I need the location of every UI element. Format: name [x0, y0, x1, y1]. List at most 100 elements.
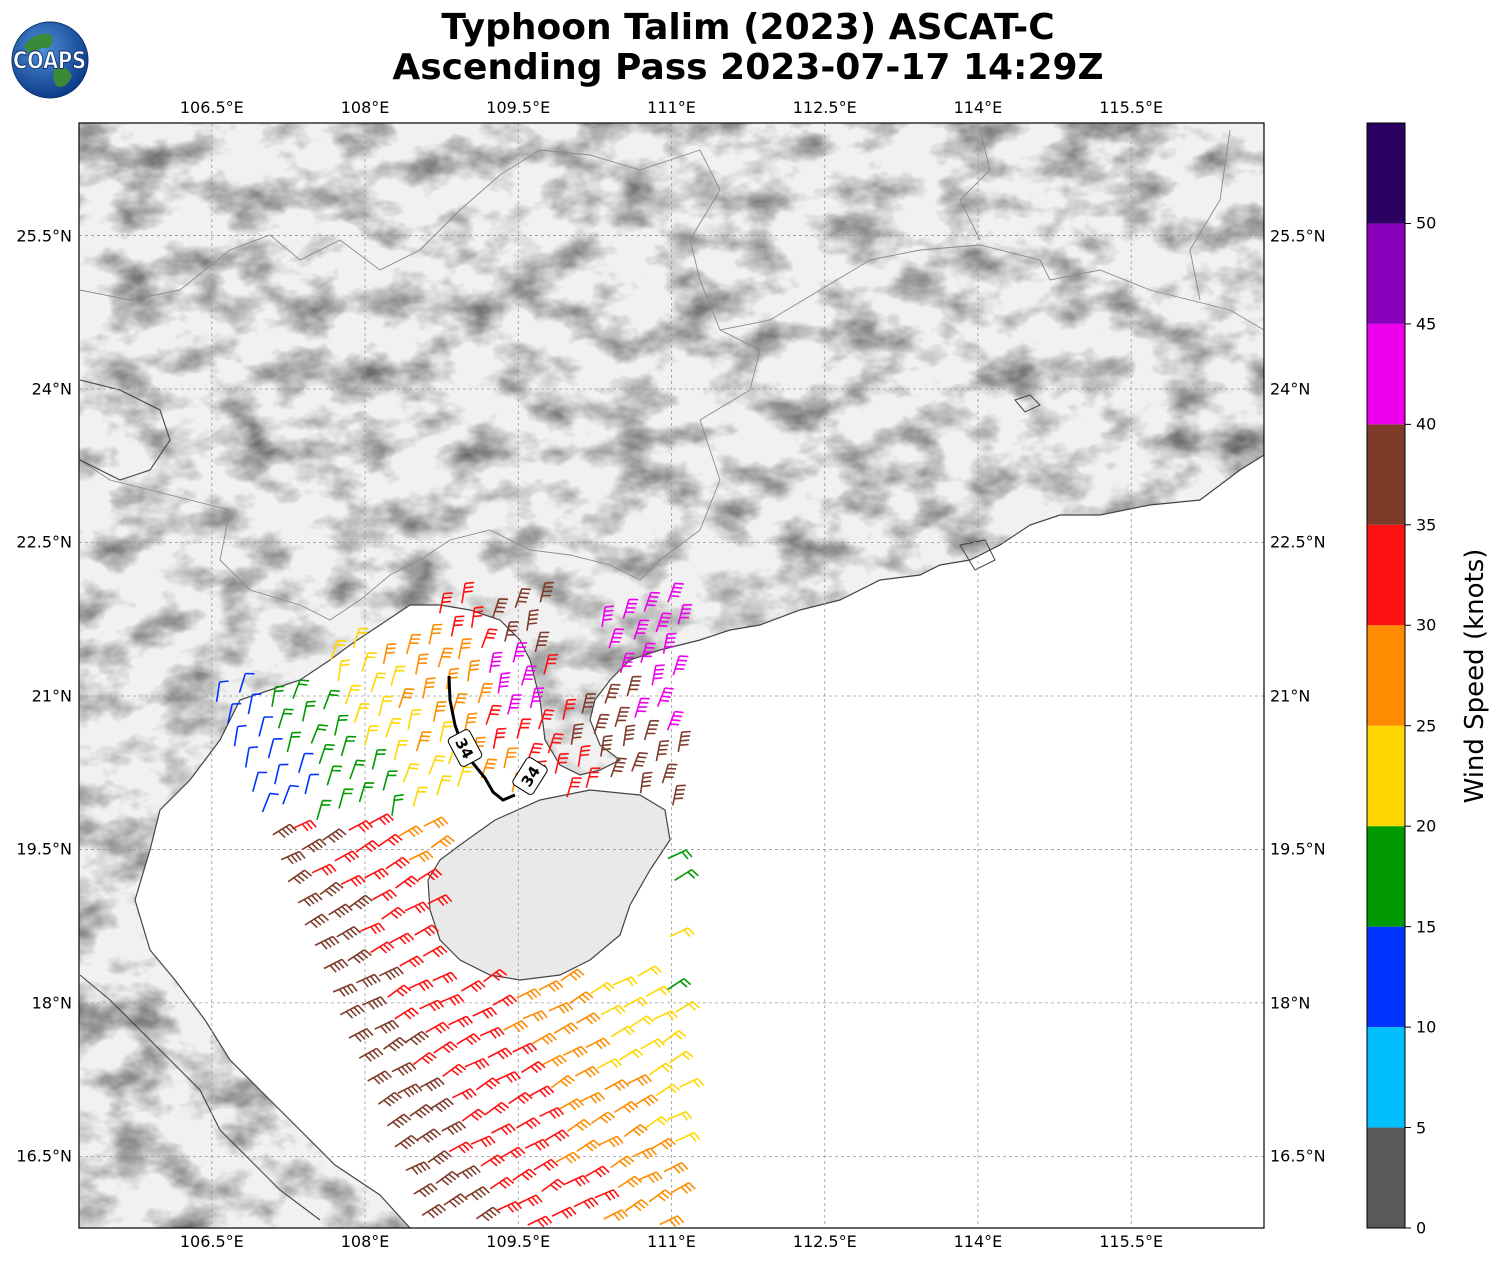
wind-barb [516, 988, 542, 1001]
wind-barb [227, 702, 242, 724]
wind-barb [322, 828, 347, 843]
wind-barb [432, 701, 447, 723]
wind-barb [539, 581, 555, 603]
lon-tick-bottom: 108°E [340, 1232, 390, 1251]
wind-barb [456, 1033, 481, 1046]
wind-barb [631, 752, 648, 772]
wind-barb [472, 1006, 498, 1019]
wind-barb [460, 980, 486, 993]
wind-barb [497, 1200, 523, 1213]
wind-barb [286, 731, 302, 753]
wind-barb [593, 713, 610, 734]
wind-barb [659, 1215, 685, 1228]
wind-barb [272, 823, 297, 838]
wind-barb [304, 913, 329, 929]
wind-barb [526, 609, 539, 631]
wind-barb [594, 1189, 620, 1201]
wind-barb [362, 996, 387, 1010]
wind-barb [413, 1183, 438, 1198]
wind-barb [433, 1041, 458, 1054]
wind-barb [604, 1079, 630, 1092]
lat-tick-right: 16.5°N [1270, 1146, 1326, 1166]
wind-barb [339, 1004, 365, 1019]
wind-barb [634, 697, 650, 718]
wind-barb [398, 688, 415, 709]
wind-barb [475, 1077, 501, 1091]
wind-barb [544, 1129, 570, 1142]
colorbar-tick-label: 30 [1416, 615, 1437, 635]
wind-barb [355, 973, 381, 988]
wind-barb [516, 718, 532, 739]
wind-barb [347, 949, 372, 964]
wind-barb [527, 1215, 553, 1228]
wind-barb [560, 968, 585, 982]
lon-tick-top: 114°E [953, 98, 1003, 117]
wind-barb [451, 1088, 477, 1101]
wind-barb [503, 747, 518, 769]
colorbar-bin [1367, 424, 1405, 525]
wind-barb [520, 665, 537, 686]
wind-barb [405, 1161, 431, 1175]
wind-barb [464, 1058, 490, 1070]
wind-barb [319, 881, 344, 897]
wind-barb [383, 1036, 408, 1052]
wind-barb [435, 1170, 460, 1186]
wind-barb [428, 755, 446, 775]
wind-barb [522, 1010, 548, 1022]
wind-barb [395, 875, 420, 889]
colorbar [1367, 123, 1411, 1229]
border-line [959, 129, 1231, 301]
wind-barb [538, 980, 564, 993]
wind-barb [385, 717, 402, 738]
wind-barb [674, 869, 699, 881]
wind-barb [415, 731, 432, 752]
wind-barbs [215, 581, 705, 1228]
wind-barb [645, 985, 671, 997]
wind-barb [287, 869, 313, 885]
wind-barb [566, 777, 582, 798]
wind-barb [559, 1098, 585, 1111]
wind-barb [624, 1199, 649, 1212]
wind-barb [371, 749, 387, 770]
wind-barb [622, 598, 639, 619]
border-line [79, 379, 171, 481]
wind-barb [543, 654, 559, 675]
wind-barb [430, 835, 455, 849]
wind-barb [666, 710, 684, 731]
wind-barb [554, 753, 569, 774]
wind-barb [391, 794, 404, 816]
lat-tick-left: 22.5°N [16, 532, 72, 552]
wind-barb [491, 1123, 516, 1136]
wind-barb [291, 819, 317, 832]
wind-barb [672, 655, 689, 676]
wind-barb [461, 581, 475, 604]
wind-barb [667, 1110, 693, 1121]
hainan-island [427, 789, 671, 981]
wind-barb [618, 1048, 644, 1061]
border-line [79, 149, 1264, 331]
wind-barb [574, 1065, 600, 1078]
wind-barb [399, 955, 425, 968]
wind-barb [427, 1150, 452, 1165]
wind-barb [461, 1108, 486, 1122]
wind-barb [369, 813, 394, 826]
wind-barb [382, 643, 397, 665]
wind-barb [542, 1054, 567, 1067]
wind-barb [524, 1138, 550, 1151]
wind-barb [662, 1030, 687, 1044]
wind-barb [480, 628, 498, 649]
wind-barb [503, 1019, 529, 1032]
wind-barb [547, 733, 564, 754]
wind-barb [639, 771, 653, 794]
wind-barb [448, 1015, 474, 1028]
colorbar-tick-label: 35 [1416, 515, 1437, 535]
lon-tick-top: 108°E [340, 98, 390, 117]
wind-barb [489, 1176, 515, 1190]
wind-barb [637, 965, 662, 977]
wind-barb [349, 759, 366, 780]
colorbar-bin [1367, 926, 1405, 1028]
colorbar-bin [1367, 223, 1405, 324]
wind-barb [479, 1026, 505, 1039]
wind-barb [487, 1047, 513, 1060]
wind-barb [514, 588, 531, 608]
